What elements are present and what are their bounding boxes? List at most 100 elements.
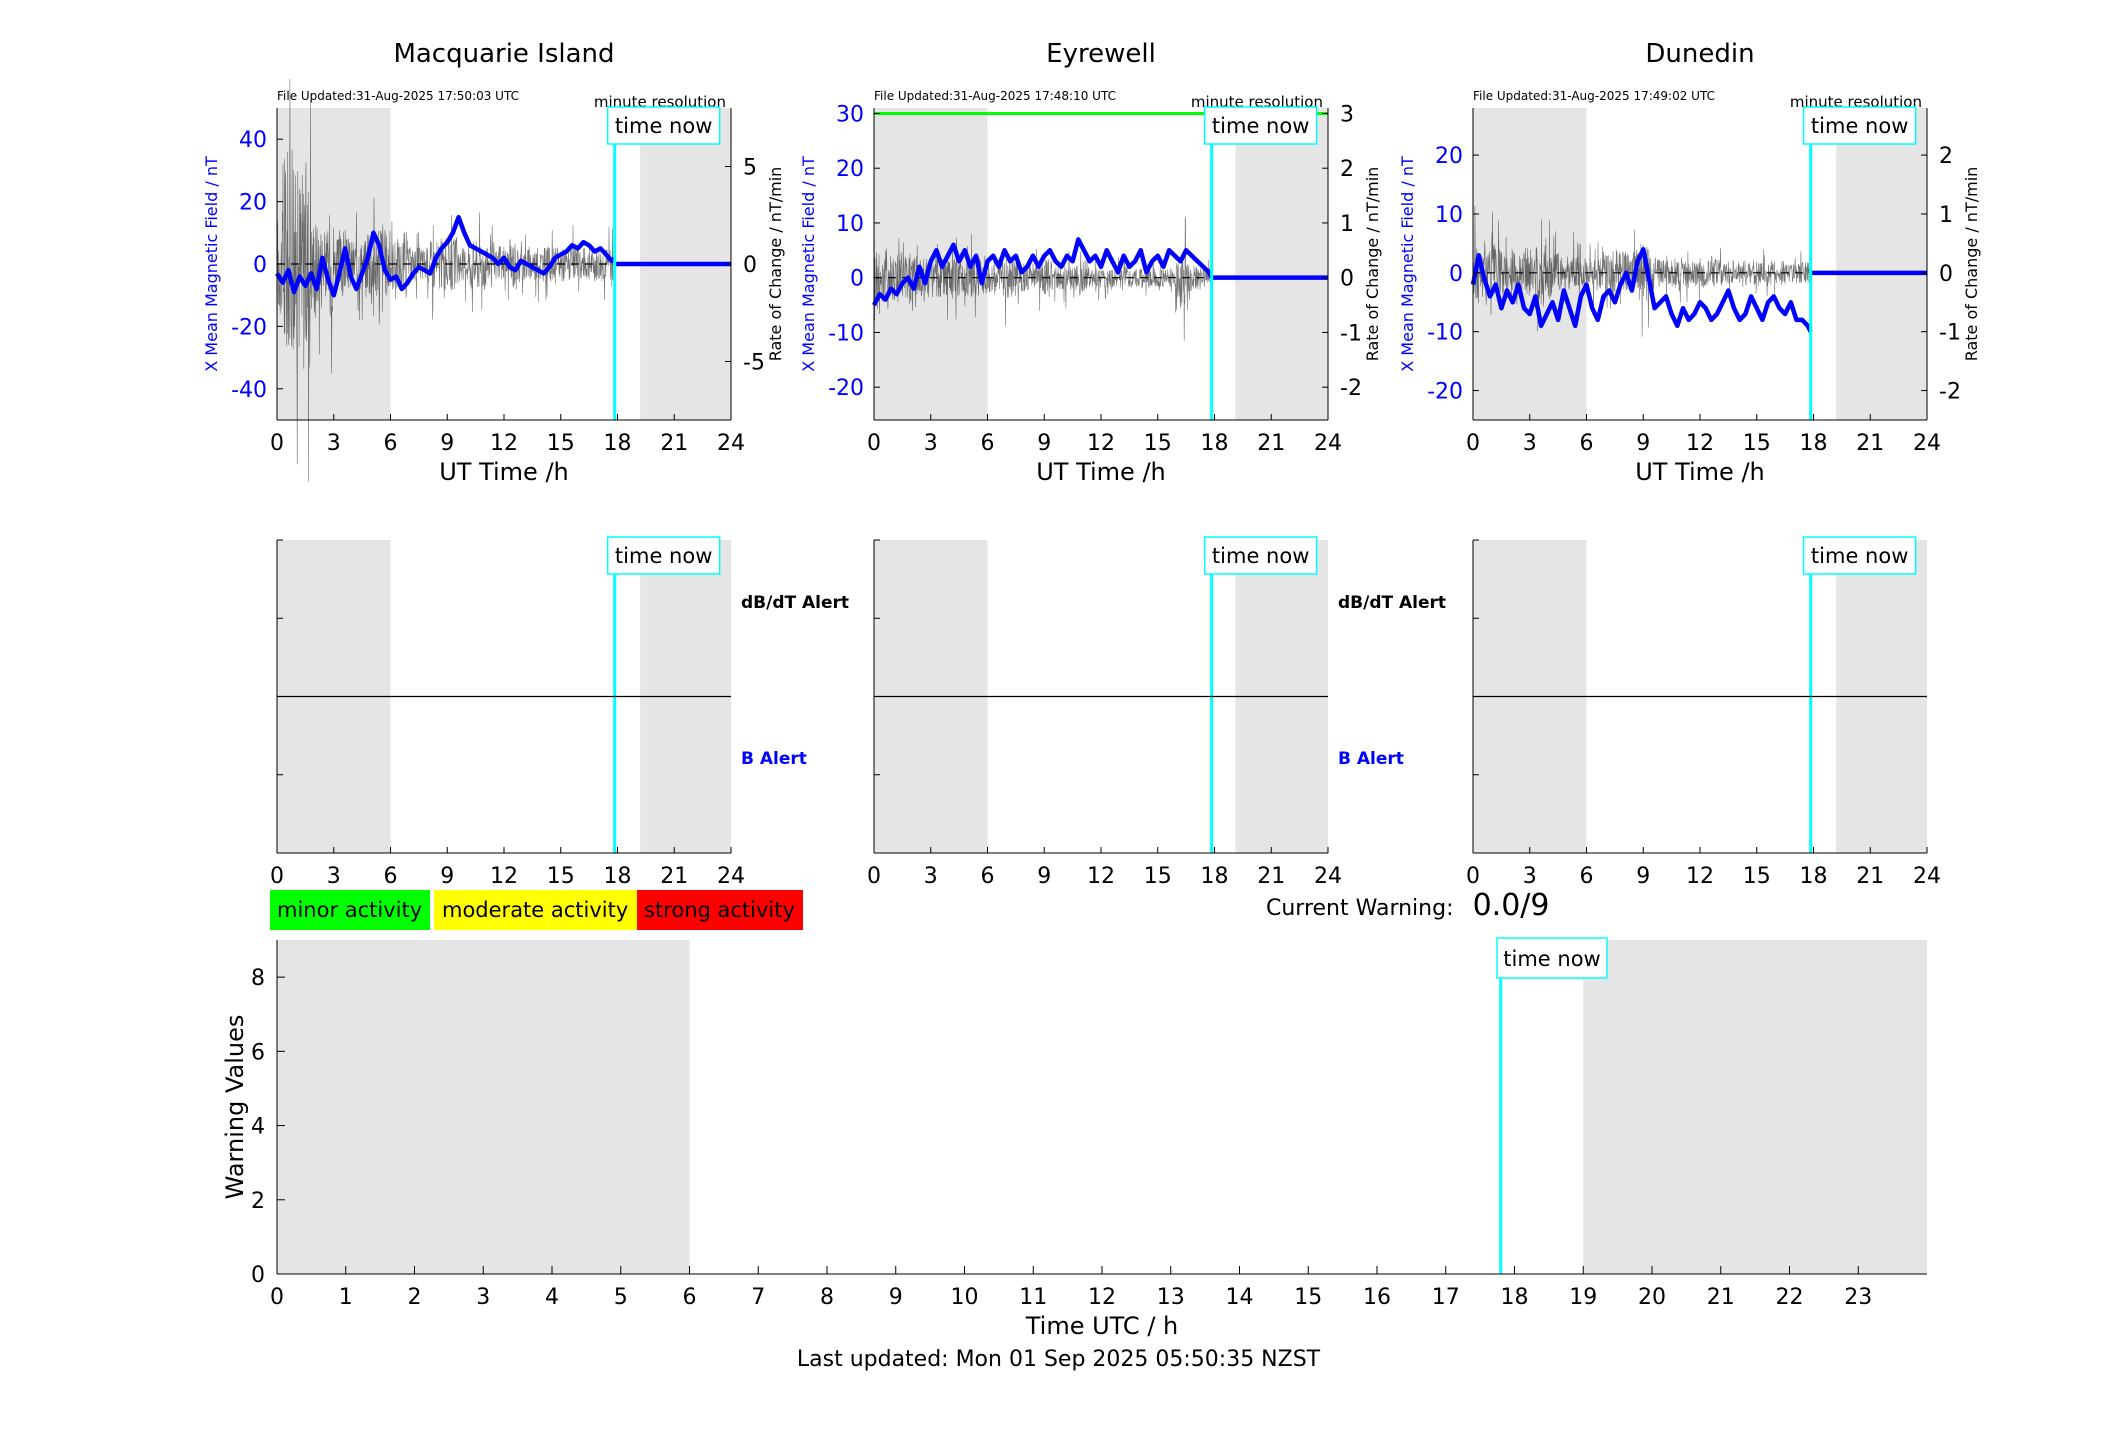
x-tick-label: 12 — [490, 431, 518, 456]
y-left-tick-label: -40 — [231, 378, 267, 403]
warning-x-tick-label: 22 — [1776, 1285, 1804, 1310]
y-left-tick-label: 40 — [239, 128, 267, 153]
shaded-region — [1235, 108, 1328, 420]
x-tick-label: 15 — [1144, 431, 1172, 456]
x-mean-field-series — [872, 237, 1214, 307]
chart-title: Eyrewell — [1046, 39, 1156, 69]
y-left-tick-label: -10 — [828, 321, 864, 346]
alert-x-tick-label: 0 — [270, 864, 284, 889]
legend-moderate-label: moderate activity — [442, 898, 629, 922]
warning-x-tick-label: 13 — [1157, 1285, 1185, 1310]
current-warning-value: 0.0/9 — [1472, 888, 1550, 923]
time-now-label: time now — [1811, 114, 1908, 138]
alert-x-tick-label: 18 — [604, 864, 632, 889]
x-tick-label: 9 — [1037, 431, 1051, 456]
y-right-tick-label: 3 — [1340, 102, 1354, 127]
legend-minor: minor activity — [270, 890, 430, 930]
alert-x-tick-label: 24 — [1314, 864, 1342, 889]
y-left-axis-label: X Mean Magnetic Field / nT — [1398, 156, 1417, 372]
warning-x-tick-label: 14 — [1226, 1285, 1254, 1310]
warning-x-tick-label: 5 — [614, 1285, 628, 1310]
alert-x-tick-label: 9 — [440, 864, 454, 889]
x-tick-label: 24 — [1913, 431, 1941, 456]
y-left-tick-label: -20 — [828, 376, 864, 401]
alert-x-tick-label: 21 — [660, 864, 688, 889]
y-right-tick-label: -2 — [1939, 380, 1961, 405]
y-right-tick-label: -2 — [1340, 376, 1362, 401]
y-left-tick-label: 20 — [1435, 144, 1463, 169]
y-left-tick-label: -10 — [1427, 321, 1463, 346]
alert-x-tick-label: 12 — [490, 864, 518, 889]
warning-x-tick-label: 7 — [751, 1285, 765, 1310]
alert-x-tick-label: 24 — [1913, 864, 1941, 889]
warning-x-tick-label: 12 — [1088, 1285, 1116, 1310]
warning-x-tick-label: 0 — [270, 1285, 284, 1310]
warning-x-tick-label: 17 — [1432, 1285, 1460, 1310]
warning-x-tick-label: 21 — [1707, 1285, 1735, 1310]
warning-x-tick-label: 9 — [889, 1285, 903, 1310]
warning-time-now-label: time now — [1503, 947, 1600, 971]
alert-x-tick-label: 24 — [717, 864, 745, 889]
warning-x-tick-label: 10 — [951, 1285, 979, 1310]
time-now-label: time now — [1212, 114, 1309, 138]
x-tick-label: 6 — [1580, 431, 1594, 456]
y-left-tick-label: 0 — [1449, 262, 1463, 287]
x-tick-label: 15 — [1743, 431, 1771, 456]
warning-x-tick-label: 1 — [339, 1285, 353, 1310]
x-tick-label: 3 — [327, 431, 341, 456]
legend-moderate: moderate activity — [434, 890, 637, 930]
x-tick-label: 21 — [1856, 431, 1884, 456]
b-alert-label: B Alert — [741, 749, 807, 769]
warning-x-tick-label: 4 — [545, 1285, 559, 1310]
y-right-axis-label: Rate of Change / nT/min — [766, 167, 785, 362]
time-now-box — [1802, 106, 1917, 145]
legend-minor-label: minor activity — [277, 898, 423, 922]
warning-x-tick-label: 11 — [1019, 1285, 1047, 1310]
x-tick-label: 9 — [1636, 431, 1650, 456]
y-left-axis-label: X Mean Magnetic Field / nT — [799, 156, 818, 372]
file-updated-label: File Updated:31-Aug-2025 17:48:10 UTC — [874, 89, 1116, 103]
alert-x-tick-label: 21 — [1856, 864, 1884, 889]
warning-x-tick-label: 19 — [1569, 1285, 1597, 1310]
y-left-axis-label: X Mean Magnetic Field / nT — [202, 156, 221, 372]
alert-x-tick-label: 12 — [1087, 864, 1115, 889]
x-tick-label: 6 — [981, 431, 995, 456]
warning-y-tick-label: 2 — [251, 1189, 265, 1214]
dbdt-alert-label: dB/dT Alert — [741, 593, 849, 613]
y-right-axis-label: Rate of Change / nT/min — [1363, 167, 1382, 362]
warning-y-tick-label: 8 — [251, 966, 265, 991]
alert-time-now-box — [1802, 536, 1917, 575]
alert-time-now-box — [606, 536, 721, 575]
warning-x-tick-label: 16 — [1363, 1285, 1391, 1310]
x-tick-label: 18 — [604, 431, 632, 456]
warning-x-tick-label: 2 — [408, 1285, 422, 1310]
warning-y-axis-label: Warning Values — [221, 1015, 249, 1200]
alert-time-now-box — [1203, 536, 1318, 575]
alert-x-tick-label: 6 — [1580, 864, 1594, 889]
warning-x-tick-label: 3 — [476, 1285, 490, 1310]
y-left-tick-label: 0 — [253, 253, 267, 278]
alert-x-tick-label: 15 — [1144, 864, 1172, 889]
footer-last-updated: Last updated: Mon 01 Sep 2025 05:50:35 N… — [796, 1347, 1321, 1372]
x-mean-field-series — [275, 214, 617, 298]
alert-time-now-label: time now — [1811, 544, 1908, 568]
chart-title: Macquarie Island — [393, 39, 614, 69]
warning-x-tick-label: 15 — [1294, 1285, 1322, 1310]
x-tick-label: 15 — [547, 431, 575, 456]
y-right-tick-label: 2 — [1939, 144, 1953, 169]
x-axis-label: UT Time /h — [1635, 458, 1765, 486]
y-right-tick-label: 0 — [1939, 262, 1953, 287]
x-tick-label: 6 — [384, 431, 398, 456]
file-updated-label: File Updated:31-Aug-2025 17:50:03 UTC — [277, 89, 519, 103]
x-tick-label: 0 — [867, 431, 881, 456]
y-left-tick-label: 20 — [836, 157, 864, 182]
y-right-tick-label: 0 — [743, 253, 757, 278]
alert-x-tick-label: 9 — [1037, 864, 1051, 889]
warning-x-tick-label: 8 — [820, 1285, 834, 1310]
y-right-tick-label: 1 — [1340, 212, 1354, 237]
warning-x-tick-label: 6 — [683, 1285, 697, 1310]
chart-title: Dunedin — [1645, 39, 1754, 69]
y-left-tick-label: 20 — [239, 191, 267, 216]
warning-shaded-region — [1583, 940, 1927, 1274]
